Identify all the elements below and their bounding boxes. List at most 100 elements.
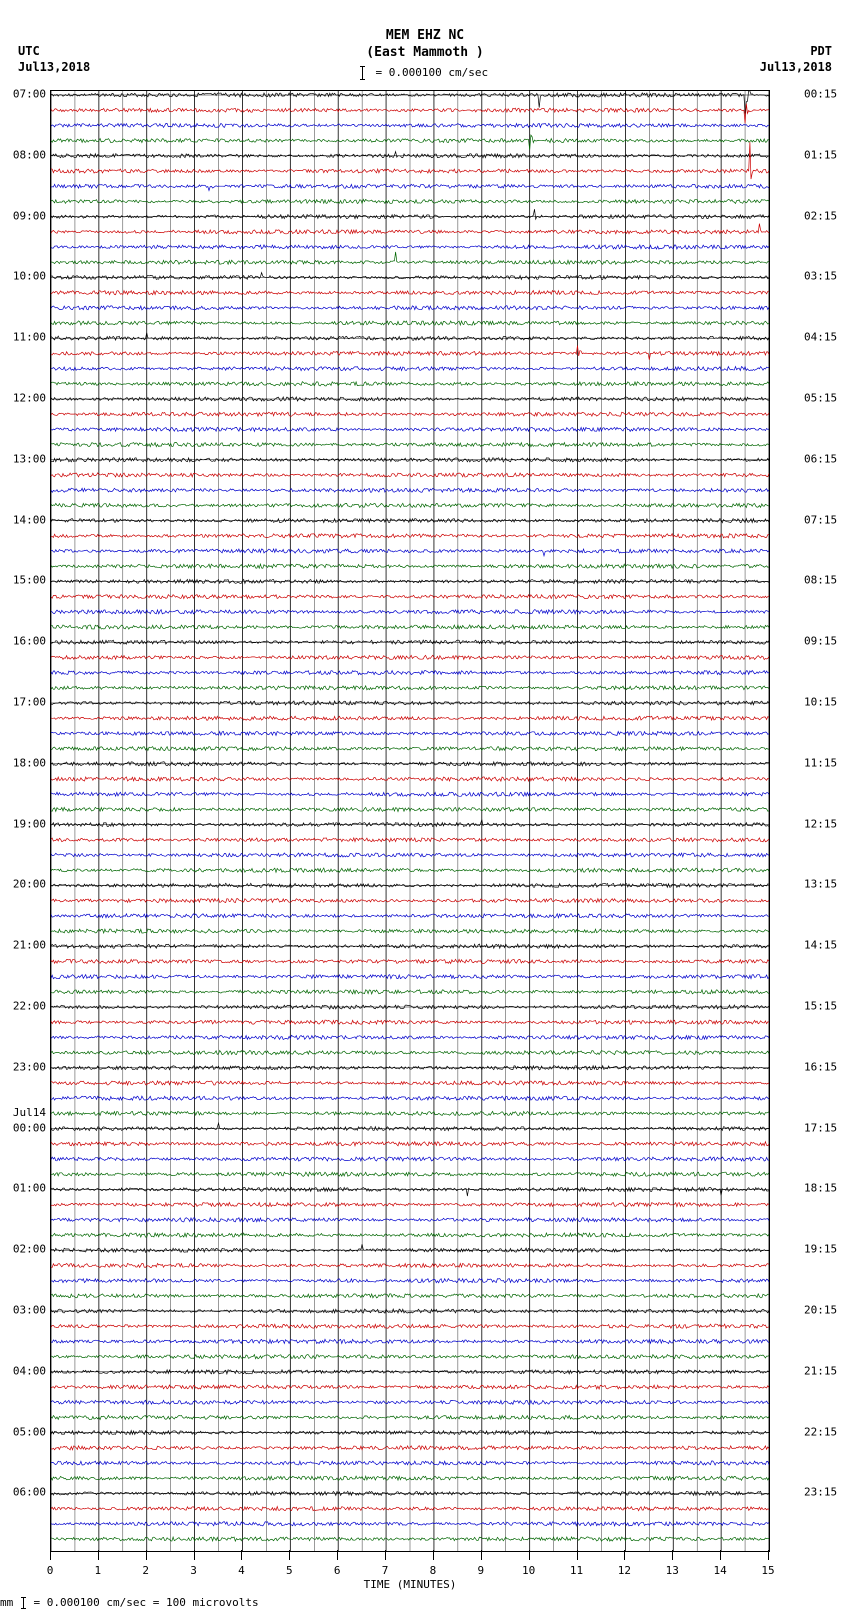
x-tick: 15 xyxy=(761,1564,774,1577)
right-tz: PDT xyxy=(760,44,832,60)
left-time-label: 01:00 xyxy=(13,1182,46,1195)
left-time-label: 18:00 xyxy=(13,756,46,769)
right-time-label: 14:15 xyxy=(804,939,837,952)
right-time-label: 17:15 xyxy=(804,1121,837,1134)
left-time-label: 16:00 xyxy=(13,635,46,648)
seismogram-plot xyxy=(50,90,770,1552)
x-tick: 5 xyxy=(286,1564,293,1577)
x-tick: 10 xyxy=(522,1564,535,1577)
x-tick-mark xyxy=(50,1550,51,1560)
right-date: Jul13,2018 xyxy=(760,60,832,76)
left-time-label: 10:00 xyxy=(13,270,46,283)
x-tick: 13 xyxy=(666,1564,679,1577)
x-tick: 14 xyxy=(714,1564,727,1577)
left-time-label: 14:00 xyxy=(13,513,46,526)
chart-header: MEM EHZ NC (East Mammoth ) = 0.000100 cm… xyxy=(0,0,850,80)
x-tick-mark xyxy=(146,1550,147,1560)
footer-text: = 0.000100 cm/sec = 100 microvolts xyxy=(34,1596,259,1609)
right-time-label: 08:15 xyxy=(804,574,837,587)
left-time-label: 22:00 xyxy=(13,1000,46,1013)
x-tick-mark xyxy=(241,1550,242,1560)
right-time-label: 07:15 xyxy=(804,513,837,526)
station-name: (East Mammoth ) xyxy=(0,45,850,62)
x-tick: 4 xyxy=(238,1564,245,1577)
left-time-label: 03:00 xyxy=(13,1304,46,1317)
right-time-label: 20:15 xyxy=(804,1304,837,1317)
station-code: MEM EHZ NC xyxy=(0,28,850,45)
x-tick: 6 xyxy=(334,1564,341,1577)
left-time-labels: 07:0008:0009:0010:0011:0012:0013:0014:00… xyxy=(0,90,48,1550)
left-date-marker: Jul14 xyxy=(13,1106,46,1119)
x-axis-title: TIME (MINUTES) xyxy=(50,1578,770,1591)
right-time-label: 12:15 xyxy=(804,817,837,830)
left-time-label: 06:00 xyxy=(13,1486,46,1499)
left-time-label: 04:00 xyxy=(13,1364,46,1377)
x-tick-mark xyxy=(768,1550,769,1560)
x-axis: TIME (MINUTES) 0123456789101112131415 xyxy=(50,1550,770,1600)
left-tz: UTC xyxy=(18,44,90,60)
left-time-label: 19:00 xyxy=(13,817,46,830)
x-tick: 12 xyxy=(618,1564,631,1577)
x-tick-mark xyxy=(337,1550,338,1560)
right-time-label: 00:15 xyxy=(804,88,837,101)
x-tick-mark xyxy=(98,1550,99,1560)
x-tick-mark xyxy=(720,1550,721,1560)
x-tick-mark xyxy=(624,1550,625,1560)
right-time-label: 10:15 xyxy=(804,696,837,709)
x-tick-mark xyxy=(289,1550,290,1560)
scale-indicator: = 0.000100 cm/sec xyxy=(362,66,488,80)
right-time-label: 05:15 xyxy=(804,392,837,405)
x-tick-mark xyxy=(385,1550,386,1560)
left-time-label: 00:00 xyxy=(13,1121,46,1134)
left-timezone-block: UTC Jul13,2018 xyxy=(18,44,90,75)
x-tick-mark xyxy=(577,1550,578,1560)
right-time-label: 16:15 xyxy=(804,1060,837,1073)
x-tick-mark xyxy=(481,1550,482,1560)
right-time-label: 15:15 xyxy=(804,1000,837,1013)
left-time-label: 17:00 xyxy=(13,696,46,709)
seismogram-svg xyxy=(51,91,769,1551)
x-tick: 0 xyxy=(47,1564,54,1577)
right-time-label: 04:15 xyxy=(804,331,837,344)
footer-prefix: mm xyxy=(0,1596,13,1609)
right-time-label: 13:15 xyxy=(804,878,837,891)
x-tick: 11 xyxy=(570,1564,583,1577)
left-time-label: 12:00 xyxy=(13,392,46,405)
right-time-label: 19:15 xyxy=(804,1243,837,1256)
right-time-label: 01:15 xyxy=(804,148,837,161)
x-tick: 2 xyxy=(142,1564,149,1577)
right-time-label: 09:15 xyxy=(804,635,837,648)
x-tick: 9 xyxy=(477,1564,484,1577)
x-tick: 1 xyxy=(95,1564,102,1577)
right-time-label: 23:15 xyxy=(804,1486,837,1499)
left-time-label: 23:00 xyxy=(13,1060,46,1073)
right-time-label: 06:15 xyxy=(804,452,837,465)
right-time-label: 02:15 xyxy=(804,209,837,222)
left-time-label: 02:00 xyxy=(13,1243,46,1256)
scale-bar-icon xyxy=(362,66,363,80)
left-time-label: 20:00 xyxy=(13,878,46,891)
left-time-label: 08:00 xyxy=(13,148,46,161)
left-time-label: 09:00 xyxy=(13,209,46,222)
right-time-label: 11:15 xyxy=(804,756,837,769)
x-tick: 3 xyxy=(190,1564,197,1577)
x-tick-mark xyxy=(672,1550,673,1560)
right-timezone-block: PDT Jul13,2018 xyxy=(760,44,832,75)
x-tick-mark xyxy=(529,1550,530,1560)
right-time-label: 22:15 xyxy=(804,1425,837,1438)
right-time-labels: 00:15 01:15 02:15 03:15 04:15 05:15 06:15 07:15… xyxy=(802,90,850,1550)
right-time-label: 21:15 xyxy=(804,1364,837,1377)
scale-text: = 0.000100 cm/sec xyxy=(376,66,489,79)
right-time-label: 18:15 xyxy=(804,1182,837,1195)
left-time-label: 07:00 xyxy=(13,88,46,101)
x-tick-mark xyxy=(433,1550,434,1560)
footer-bar-icon xyxy=(23,1597,24,1609)
left-time-label: 05:00 xyxy=(13,1425,46,1438)
left-time-label: 21:00 xyxy=(13,939,46,952)
footer-scale: mm = 0.000100 cm/sec = 100 microvolts xyxy=(0,1596,259,1609)
right-time-label: 03:15 xyxy=(804,270,837,283)
left-time-label: 13:00 xyxy=(13,452,46,465)
x-tick: 8 xyxy=(430,1564,437,1577)
x-tick-mark xyxy=(194,1550,195,1560)
x-tick: 7 xyxy=(382,1564,389,1577)
